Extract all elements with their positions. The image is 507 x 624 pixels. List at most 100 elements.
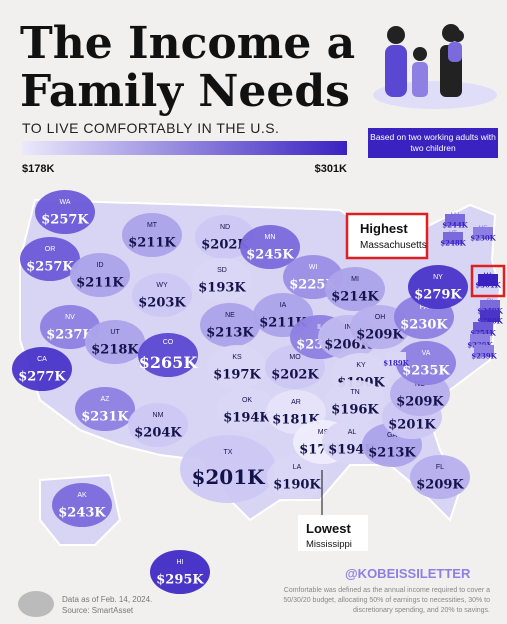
state-abbr: PA: [420, 304, 429, 311]
state-shape: [240, 225, 300, 269]
state-abbr: NV: [65, 314, 75, 321]
state-income: $245K: [246, 248, 294, 263]
state-income: $204K: [134, 426, 182, 441]
state-shape: [325, 267, 385, 311]
date: Data as of Feb. 14, 2024.: [62, 595, 152, 604]
state-shape: [122, 213, 182, 257]
state-income: $202K: [271, 368, 319, 383]
state-abbr: MA: [484, 273, 493, 279]
state-shape: [473, 227, 493, 239]
state-shape: [408, 265, 468, 309]
state-abbr: OR: [45, 246, 56, 253]
state-abbr: OK: [242, 397, 252, 404]
highest-box: [345, 212, 429, 260]
state-abbr: KY: [356, 362, 366, 369]
state-income: $197K: [213, 368, 261, 383]
state-income: $257K: [41, 213, 89, 228]
state-income: $230K: [400, 318, 448, 333]
state-shape: [20, 237, 80, 281]
state-abbr: AR: [291, 399, 301, 406]
state-shape: [267, 455, 327, 499]
state-abbr: WV: [391, 351, 401, 357]
state-shape: [138, 333, 198, 377]
state-abbr: ND: [220, 224, 230, 231]
legend-max: $301K: [315, 163, 347, 175]
note-box: [368, 128, 498, 158]
state-shape: [478, 274, 498, 286]
state-abbr: NJ: [479, 321, 486, 327]
state-abbr: ME: [479, 226, 488, 232]
state-abbr: KS: [232, 354, 242, 361]
state-income: $280K: [477, 317, 503, 326]
state-abbr: CO: [163, 339, 174, 346]
state-income: $203K: [138, 296, 186, 311]
state-abbr: CA: [37, 356, 47, 363]
legend-min: $178K: [22, 163, 54, 175]
state-shape: [192, 258, 252, 302]
state-abbr: AK: [77, 492, 87, 499]
state-income: $201K: [388, 418, 436, 433]
state-shape: [75, 387, 135, 431]
state-abbr: MI: [351, 276, 359, 283]
state-abbr: CT: [486, 309, 494, 315]
state-shape: [128, 403, 188, 447]
state-income: $295K: [156, 573, 204, 588]
state-income: $279K: [414, 288, 462, 303]
state-income: $189K: [383, 359, 409, 368]
state-abbr: AZ: [101, 396, 111, 403]
highest-title: Highest: [360, 221, 408, 236]
state-income: $202K: [201, 238, 249, 253]
state-shape: [12, 347, 72, 391]
state-income: $218K: [91, 343, 139, 358]
lowest-title: Lowest: [306, 521, 351, 536]
source: Source: SmartAsset: [62, 606, 134, 615]
handle: @KOBEISSILETTER: [345, 566, 471, 581]
state-income: $213K: [206, 326, 254, 341]
state-abbr: MN: [265, 234, 276, 241]
state-abbr: MD: [479, 344, 489, 350]
state-abbr: HI: [177, 559, 184, 566]
state-shape: [85, 320, 145, 364]
state-abbr: MO: [289, 354, 301, 361]
state-income: $196K: [331, 403, 379, 418]
state-abbr: WI: [309, 264, 318, 271]
state-income: $211K: [128, 236, 176, 251]
state-income: $211K: [76, 276, 124, 291]
state-abbr: RI: [487, 299, 493, 305]
lowest-state: Mississippi: [306, 539, 352, 550]
state-abbr: IN: [345, 324, 352, 331]
state-income: $194K: [223, 411, 271, 426]
state-shape: [480, 310, 500, 322]
footnote-line: Comfortable was defined as the annual in…: [284, 587, 490, 594]
state-shape: [207, 345, 267, 389]
state-abbr: AL: [348, 429, 357, 436]
state-shape: [195, 215, 255, 259]
state-income: $237K: [46, 328, 94, 343]
state-income: $214K: [331, 290, 379, 305]
state-income: $244K: [442, 221, 468, 230]
state-abbr: NH: [451, 213, 460, 219]
footnote-line: discretionary spending, and 20% to savin…: [353, 607, 490, 614]
note: Based on two working adults with two chi…: [370, 132, 496, 153]
states: WA $257K OR $257K CA $277K NV $237K ID $211K MT $21…: [12, 190, 504, 594]
state-abbr: VT: [449, 231, 457, 237]
state-income: $193K: [198, 281, 246, 296]
state-shape: [52, 483, 112, 527]
highest-state: Massachusetts: [360, 240, 427, 251]
state-shape: [445, 214, 465, 226]
state-abbr: VA: [422, 350, 431, 357]
state-shape: [443, 232, 463, 244]
state-income: $209K: [396, 395, 444, 410]
state-shape: [480, 300, 500, 312]
state-income: $235K: [402, 364, 450, 379]
state-abbr: WY: [156, 282, 168, 289]
state-shape: [470, 334, 490, 346]
state-income: $301K: [475, 281, 501, 290]
state-abbr: IA: [280, 302, 287, 309]
state-shape: [474, 345, 494, 357]
state-income: $277K: [18, 370, 66, 385]
state-abbr: SD: [217, 267, 227, 274]
state-shape: [40, 305, 100, 349]
state-income: $209K: [416, 478, 464, 493]
state-income: $213K: [368, 446, 416, 461]
